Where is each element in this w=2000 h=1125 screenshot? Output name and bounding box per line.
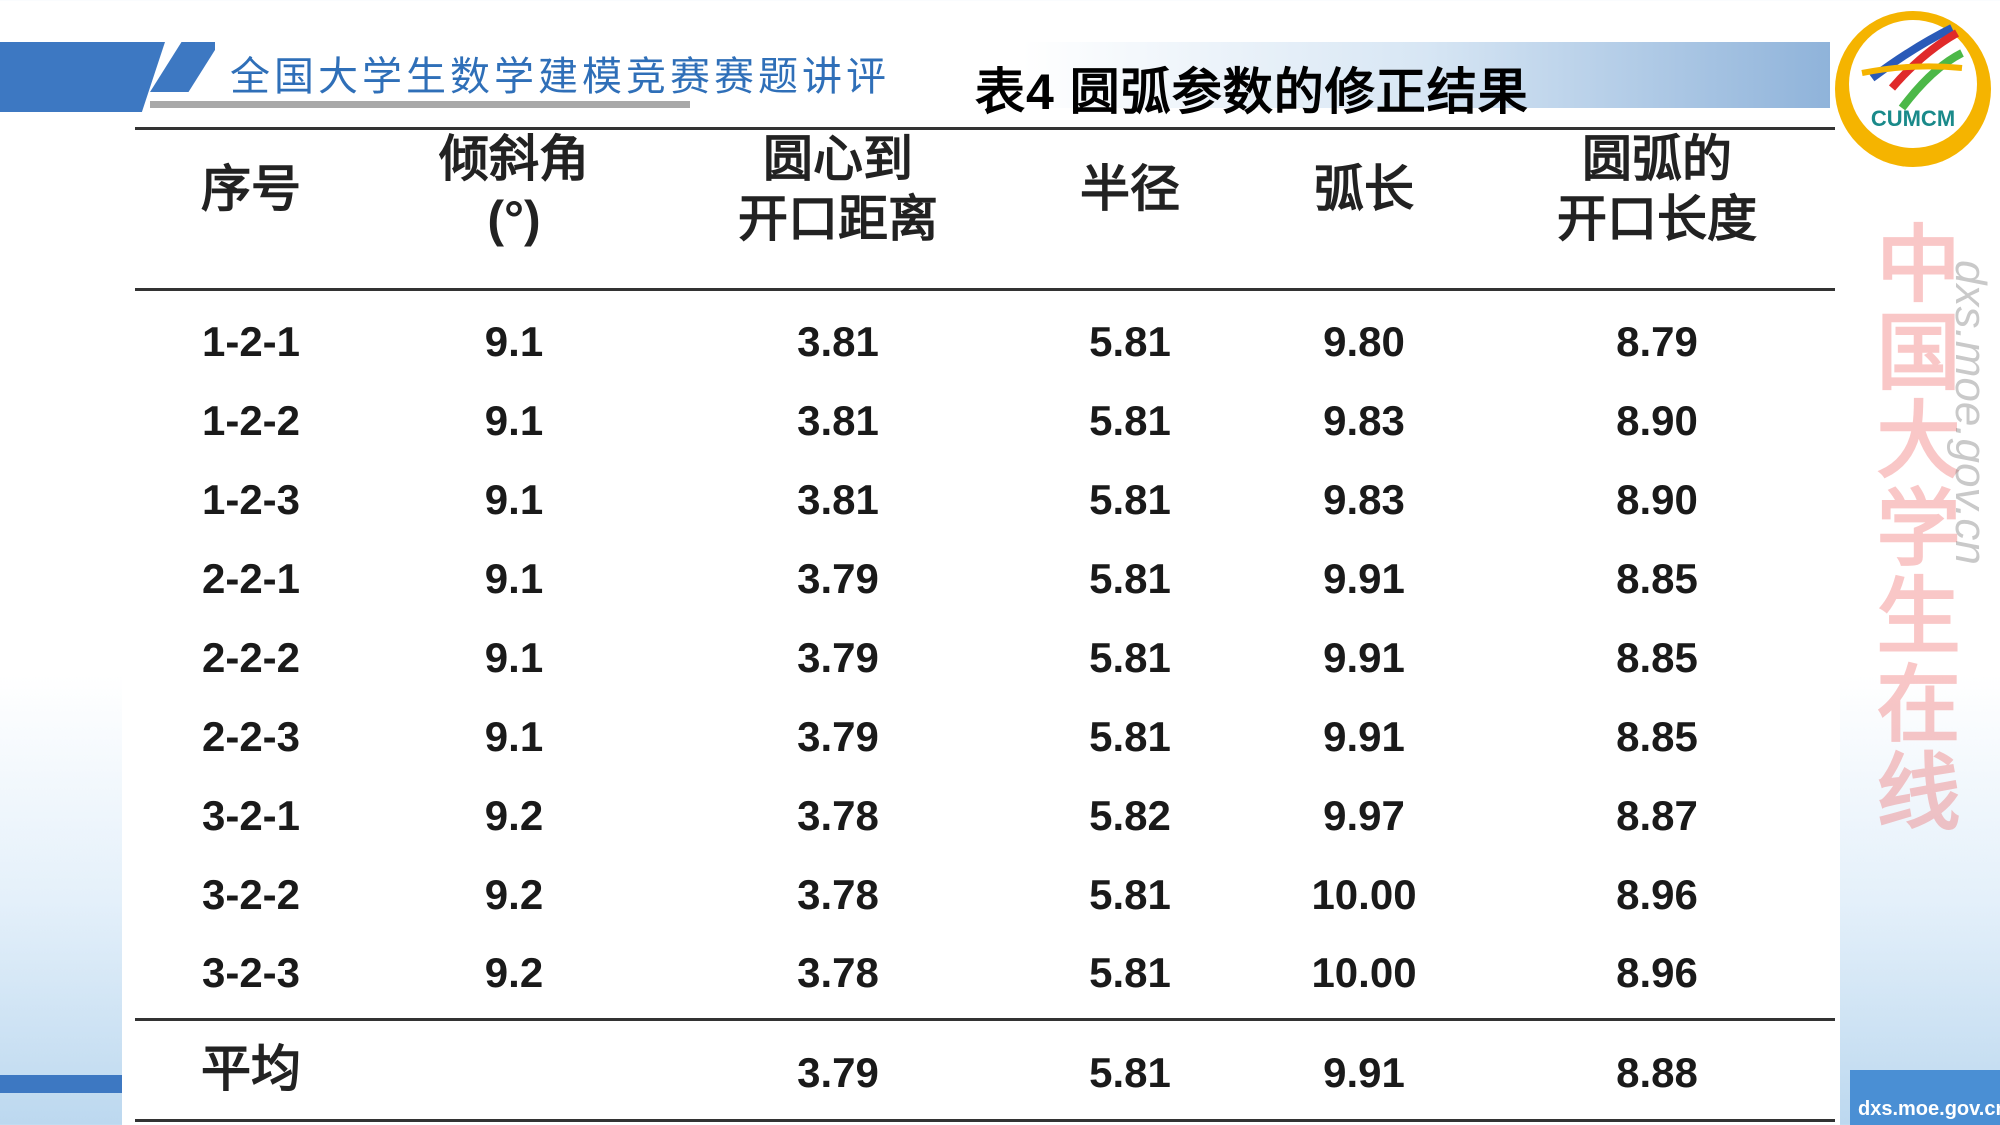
- table-cell: 5.81: [1089, 397, 1171, 444]
- column-header: 倾斜角: [439, 131, 589, 187]
- table-cell: 5.81: [1089, 634, 1171, 681]
- table-cell: 3.81: [797, 318, 879, 365]
- table-cell: 2-2-3: [201, 713, 301, 760]
- table-header-rule: [135, 288, 1835, 291]
- column-header: 弧长: [1314, 161, 1414, 217]
- table-cell: 8.90: [1616, 476, 1698, 523]
- table-cell: 8.85: [1616, 555, 1698, 602]
- footer-strip: [0, 1075, 122, 1093]
- table-cell: 8.90: [1616, 397, 1698, 444]
- table-cell: 9.80: [1323, 318, 1405, 365]
- table-cell: 9.1: [484, 555, 544, 602]
- table-title: 表4 圆弧参数的修正结果: [975, 64, 1529, 120]
- table-cell: 5.82: [1089, 792, 1171, 839]
- table-cell: 5.81: [1089, 318, 1171, 365]
- table-cell: 1-2-3: [201, 476, 301, 523]
- table-cell: 5.81: [1089, 713, 1171, 760]
- table-cell: 8.79: [1616, 318, 1698, 365]
- table-cell: 3-2-2: [201, 871, 301, 918]
- average-cell: 5.81: [1089, 1049, 1171, 1096]
- slide-subtitle: 全国大学生数学建模竞赛赛题讲评: [230, 54, 890, 100]
- table-cell: 10.00: [1311, 949, 1417, 996]
- average-label: 平均: [201, 1041, 301, 1097]
- column-header: 开口长度: [1557, 191, 1757, 247]
- average-cell: 9.91: [1323, 1049, 1405, 1096]
- column-header: 序号: [201, 161, 301, 217]
- table-panel: [122, 118, 1840, 1125]
- table-cell: 9.1: [484, 634, 544, 681]
- table-cell: 2-2-1: [201, 555, 301, 602]
- table-cell: 3.78: [797, 871, 879, 918]
- footer-bar: dxs.moe.gov.cn: [1850, 1070, 2000, 1125]
- table-cell: 8.85: [1616, 634, 1698, 681]
- table-cell: 3.81: [797, 476, 879, 523]
- table-cell: 9.91: [1323, 713, 1405, 760]
- table-cell: 9.2: [484, 871, 544, 918]
- header-accent-band: [0, 42, 165, 112]
- table-cell: 3.78: [797, 792, 879, 839]
- table-cell: 9.2: [484, 949, 544, 996]
- column-header: (°): [487, 191, 541, 247]
- column-header: 半径: [1080, 161, 1180, 217]
- average-cell: 8.88: [1616, 1049, 1698, 1096]
- column-header: 开口距离: [738, 191, 938, 247]
- table-cell: 9.91: [1323, 634, 1405, 681]
- table-cell: 9.1: [484, 397, 544, 444]
- column-header: 圆心到: [763, 131, 913, 187]
- footer-url: dxs.moe.gov.cn: [1858, 1098, 2000, 1120]
- table-cell: 1-2-1: [201, 318, 301, 365]
- table-cell: 5.81: [1089, 555, 1171, 602]
- average-cell: 3.79: [797, 1049, 879, 1096]
- table-average-rule: [135, 1018, 1835, 1021]
- table-cell: 2-2-2: [201, 634, 301, 681]
- table-cell: 9.97: [1323, 792, 1405, 839]
- table-cell: 3.79: [797, 634, 879, 681]
- header-divider: [150, 101, 690, 108]
- table-cell: 9.83: [1323, 476, 1405, 523]
- table-cell: 5.81: [1089, 949, 1171, 996]
- table-cell: 5.81: [1089, 871, 1171, 918]
- table-cell: 3.81: [797, 397, 879, 444]
- table-cell: 9.1: [484, 476, 544, 523]
- table-cell: 1-2-2: [201, 397, 301, 444]
- table-cell: 3-2-1: [201, 792, 301, 839]
- cumcm-logo: CUMCM: [1835, 11, 1991, 167]
- table-cell: 9.83: [1323, 397, 1405, 444]
- header-bar: [215, 42, 1830, 108]
- table-cell: 5.81: [1089, 476, 1171, 523]
- table-cell: 9.1: [484, 318, 544, 365]
- table-cell: 8.96: [1616, 871, 1698, 918]
- column-header: 圆弧的: [1582, 131, 1732, 187]
- table-cell: 8.96: [1616, 949, 1698, 996]
- table-bottom-rule: [135, 1119, 1835, 1122]
- table-cell: 9.91: [1323, 555, 1405, 602]
- table-cell: 3-2-3: [201, 949, 301, 996]
- table-cell: 3.78: [797, 949, 879, 996]
- table-cell: 8.87: [1616, 792, 1698, 839]
- watermark-cn: 中国大学生在线: [1865, 220, 1959, 836]
- table-top-rule: [135, 127, 1835, 130]
- watermark-url: dxs.moe.gov.cn: [1946, 260, 1995, 565]
- table-cell: 10.00: [1311, 871, 1417, 918]
- table-cell: 3.79: [797, 713, 879, 760]
- table-cell: 3.79: [797, 555, 879, 602]
- table-cell: 8.85: [1616, 713, 1698, 760]
- table-cell: 9.1: [484, 713, 544, 760]
- table-cell: 9.2: [484, 792, 544, 839]
- logo-text: CUMCM: [1871, 106, 1955, 131]
